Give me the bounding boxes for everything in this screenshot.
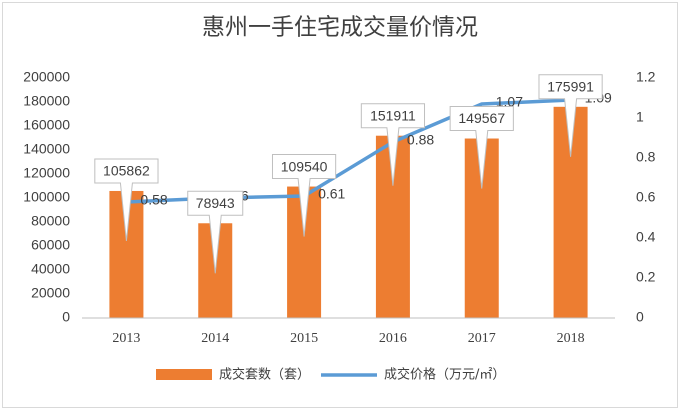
bar-callout-box — [360, 103, 426, 186]
bar-data-label: 151911 — [370, 107, 416, 123]
line-data-label: 0.58 — [140, 192, 167, 208]
y-right-tick-label: 0.2 — [636, 269, 656, 285]
x-tick-label: 2016 — [379, 331, 407, 346]
line-data-label: 0.61 — [318, 186, 345, 202]
y-left-tick-label: 160000 — [23, 117, 70, 133]
x-tick-label: 2018 — [557, 331, 585, 346]
line-data-label: 1.07 — [496, 94, 523, 110]
line-data-label: 0.88 — [407, 132, 434, 148]
x-tick-label: 2015 — [290, 331, 318, 346]
bar-callout-box — [94, 158, 159, 242]
bar-data-label: 78943 — [196, 195, 235, 211]
y-left-tick-label: 80000 — [31, 213, 70, 229]
legend-bar-swatch — [156, 369, 212, 380]
bar-callout-box — [187, 190, 244, 274]
y-right-tick-label: 1.2 — [636, 69, 656, 85]
y-left-tick-label: 20000 — [31, 285, 70, 301]
bar-data-label: 149567 — [458, 110, 505, 126]
y-right-tick-label: 0.4 — [636, 229, 656, 245]
y-left-tick-label: 120000 — [23, 165, 70, 181]
y-left-tick-label: 0 — [62, 309, 70, 325]
y-right-tick-label: 0.6 — [636, 189, 656, 205]
bar-callout-box — [271, 154, 337, 237]
y-left-tick-label: 200000 — [23, 69, 70, 85]
bar-data-label: 175991 — [547, 79, 594, 95]
legend-line-label: 成交价格（万元/㎡） — [384, 367, 505, 383]
y-right-tick-label: 0 — [636, 309, 644, 325]
x-tick-label: 2013 — [112, 331, 140, 346]
y-left-tick-label: 180000 — [23, 93, 70, 109]
y-right-tick-label: 1 — [636, 109, 644, 125]
chart-title: 惠州一手住宅成交量价情况 — [202, 15, 478, 41]
legend-bar-label: 成交套数（套） — [219, 367, 310, 383]
bar-data-label: 109540 — [281, 158, 328, 174]
bar-data-label: 105862 — [103, 163, 150, 179]
y-left-tick-label: 60000 — [31, 237, 70, 253]
bar-callout-box — [449, 106, 514, 189]
bar-callout-box — [538, 74, 603, 157]
y-left-tick-label: 40000 — [31, 261, 70, 277]
x-tick-label: 2014 — [201, 331, 229, 346]
y-left-tick-label: 100000 — [23, 189, 70, 205]
x-tick-label: 2017 — [468, 331, 496, 346]
y-right-tick-label: 0.8 — [636, 149, 656, 165]
y-left-tick-label: 140000 — [23, 141, 70, 157]
